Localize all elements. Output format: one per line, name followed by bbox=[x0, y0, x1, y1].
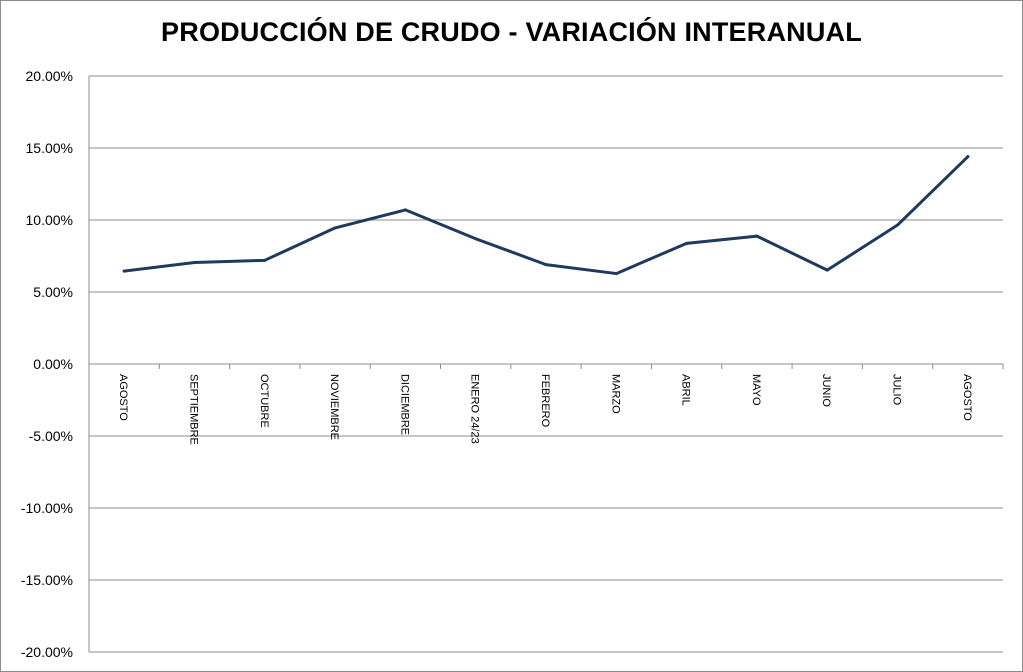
x-category-label: AGOSTO bbox=[117, 374, 129, 421]
y-tick-label: 20.00% bbox=[26, 68, 73, 84]
x-category-label: NOVIEMBRE bbox=[328, 374, 340, 440]
y-tick-label: 15.00% bbox=[26, 140, 73, 156]
y-tick-label: -5.00% bbox=[29, 428, 73, 444]
data-point bbox=[403, 208, 407, 212]
data-point bbox=[192, 260, 196, 264]
data-point bbox=[333, 226, 337, 230]
x-category-label: DICIEMBRE bbox=[398, 374, 410, 435]
x-category-label: JULIO bbox=[891, 374, 903, 406]
x-category-label: ABRIL bbox=[680, 374, 692, 406]
chart-title: PRODUCCIÓN DE CRUDO - VARIACIÓN INTERANU… bbox=[161, 17, 862, 47]
series-layer bbox=[122, 155, 970, 276]
data-point bbox=[966, 155, 970, 159]
data-point bbox=[544, 263, 548, 267]
data-point bbox=[755, 234, 759, 238]
y-tick-label: -20.00% bbox=[21, 644, 73, 660]
x-category-label: OCTUBRE bbox=[258, 374, 270, 428]
gridlines bbox=[89, 75, 1003, 653]
x-category-label: FEBRERO bbox=[539, 374, 551, 428]
y-axis-tick-labels: 20.00% 15.00% 10.00% 5.00% 0.00% -5.00% -10.00… bbox=[21, 68, 73, 660]
x-axis-category-labels: AGOSTO SEPTIEMBRE OCTUBRE NOVIEMBRE DICIEMBR… bbox=[117, 374, 973, 445]
x-category-label: AGOSTO bbox=[961, 374, 973, 421]
data-point bbox=[614, 272, 618, 276]
data-point bbox=[474, 237, 478, 241]
series-line-0 bbox=[122, 155, 970, 276]
x-category-label: JUNIO bbox=[820, 374, 832, 407]
data-point bbox=[122, 269, 126, 273]
y-tick-label: 5.00% bbox=[33, 284, 73, 300]
data-point bbox=[263, 258, 267, 262]
x-category-label: SEPTIEMBRE bbox=[187, 374, 199, 445]
x-category-label: ENERO 24/23 bbox=[469, 374, 481, 444]
data-point bbox=[685, 241, 689, 245]
data-point bbox=[825, 268, 829, 272]
y-tick-label: -10.00% bbox=[21, 500, 73, 516]
y-tick-label: -15.00% bbox=[21, 572, 73, 588]
axes bbox=[88, 76, 1004, 652]
x-category-label: MAYO bbox=[750, 374, 762, 406]
x-category-label: MARZO bbox=[609, 374, 621, 414]
data-point bbox=[896, 223, 900, 227]
y-tick-label: 10.00% bbox=[26, 212, 73, 228]
y-tick-label: 0.00% bbox=[33, 356, 73, 372]
